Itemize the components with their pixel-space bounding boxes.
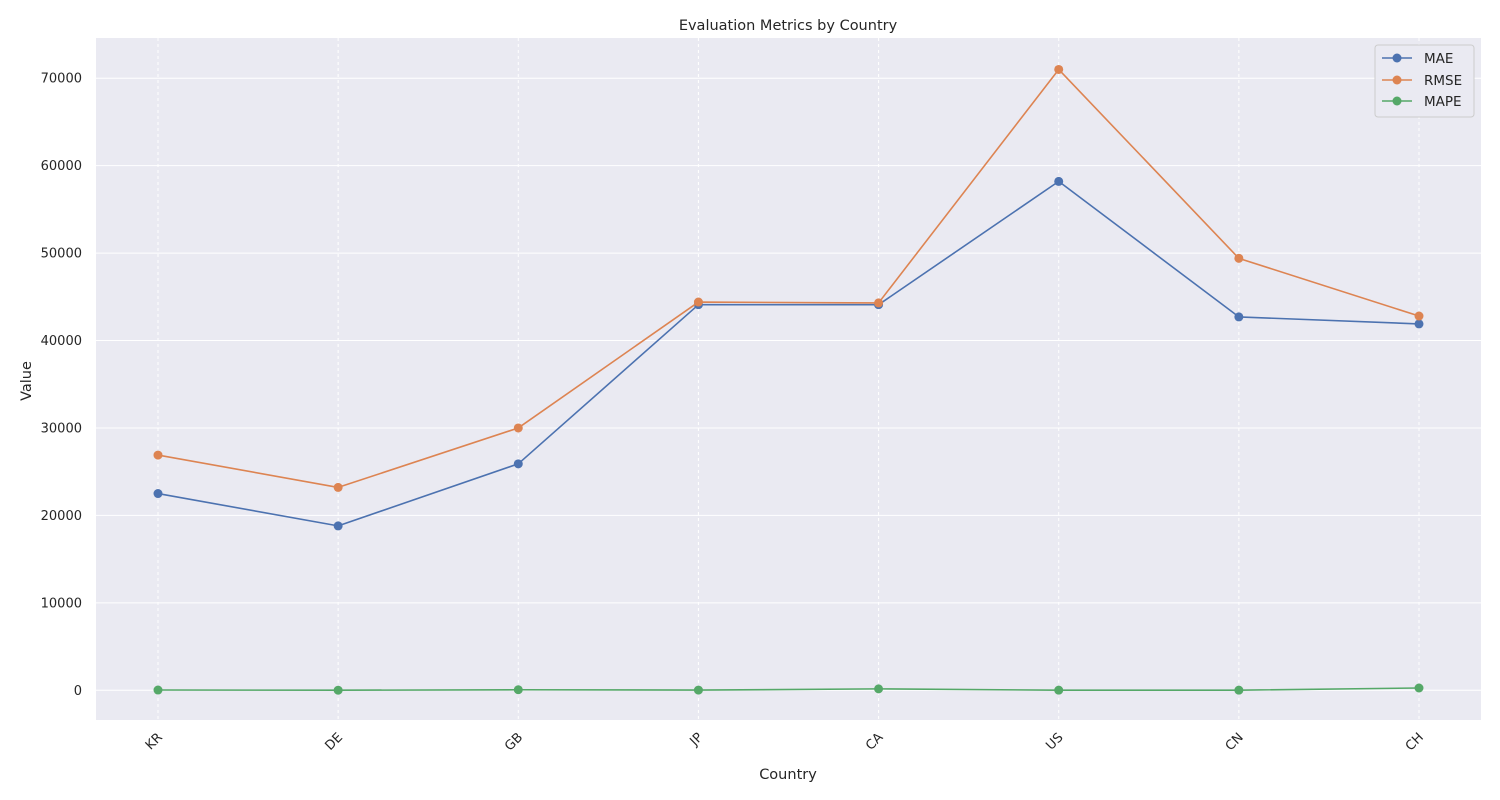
data-point-rmse-gb: [513, 423, 523, 433]
x-tick-label: CA: [863, 730, 886, 753]
x-tick-label: US: [1043, 730, 1066, 753]
legend-item-rmse: RMSE: [1382, 73, 1462, 89]
y-tick-label: 10000: [41, 596, 82, 611]
grid-lines: [96, 38, 1481, 720]
legend-label-mape: MAPE: [1424, 94, 1462, 110]
series-line-rmse: [157, 68, 1420, 489]
series-layer: [153, 64, 1424, 695]
data-point-mape-gb: [513, 685, 523, 695]
data-point-mae-ch: [1414, 319, 1424, 329]
data-point-mae-cn: [1234, 312, 1244, 322]
x-tick-label: CH: [1403, 730, 1427, 754]
x-axis-ticks: KR DE GB JP CA US CN CH: [143, 730, 1427, 754]
series-line-mape: [157, 687, 1420, 692]
data-point-mape-cn: [1234, 685, 1244, 695]
y-axis-label: Value: [19, 361, 35, 401]
plot-area: [96, 38, 1481, 720]
data-point-mape-jp: [693, 685, 703, 695]
data-point-mae-gb: [513, 459, 523, 469]
data-point-rmse-us: [1054, 64, 1064, 74]
data-point-mape-ch: [1414, 683, 1424, 693]
data-point-mape-kr: [153, 685, 163, 695]
y-tick-label: 20000: [41, 509, 82, 524]
legend: MAE RMSE MAPE: [1374, 44, 1475, 118]
data-point-mape-ca: [874, 684, 884, 694]
legend-item-mae: MAE: [1382, 51, 1453, 67]
y-tick-label: 40000: [41, 334, 82, 349]
data-point-rmse-ch: [1414, 311, 1424, 321]
x-tick-label: CN: [1223, 730, 1247, 754]
data-point-mae-kr: [153, 489, 163, 499]
data-point-rmse-kr: [153, 450, 163, 460]
data-point-mae-us: [1054, 176, 1064, 186]
legend-swatch-marker: [1392, 75, 1402, 85]
data-point-rmse-ca: [874, 298, 884, 308]
data-point-rmse-de: [333, 482, 343, 492]
x-tick-label: DE: [322, 730, 346, 754]
legend-label-mae: MAE: [1424, 51, 1453, 67]
data-point-mape-de: [333, 685, 343, 695]
chart-title: Evaluation Metrics by Country: [679, 18, 898, 34]
x-tick-label: JP: [687, 730, 707, 750]
data-point-mae-de: [333, 521, 343, 531]
series-line-mae: [157, 180, 1420, 527]
y-tick-label: 60000: [41, 159, 82, 174]
legend-item-mape: MAPE: [1382, 94, 1462, 110]
x-tick-label: KR: [143, 730, 166, 753]
legend-label-rmse: RMSE: [1424, 73, 1462, 89]
x-axis-label: Country: [759, 767, 817, 783]
x-tick-label: GB: [502, 730, 526, 754]
legend-swatch-marker: [1392, 96, 1402, 106]
data-point-mape-us: [1054, 685, 1064, 695]
data-point-rmse-jp: [693, 297, 703, 307]
y-tick-label: 0: [74, 684, 82, 699]
y-tick-label: 30000: [41, 421, 82, 436]
data-point-rmse-cn: [1234, 253, 1244, 263]
y-tick-label: 50000: [41, 247, 82, 262]
y-axis-ticks: 0 10000 20000 30000 40000 50000 60000 70000: [41, 72, 82, 699]
legend-swatch-marker: [1392, 53, 1402, 63]
y-tick-label: 70000: [41, 72, 82, 87]
